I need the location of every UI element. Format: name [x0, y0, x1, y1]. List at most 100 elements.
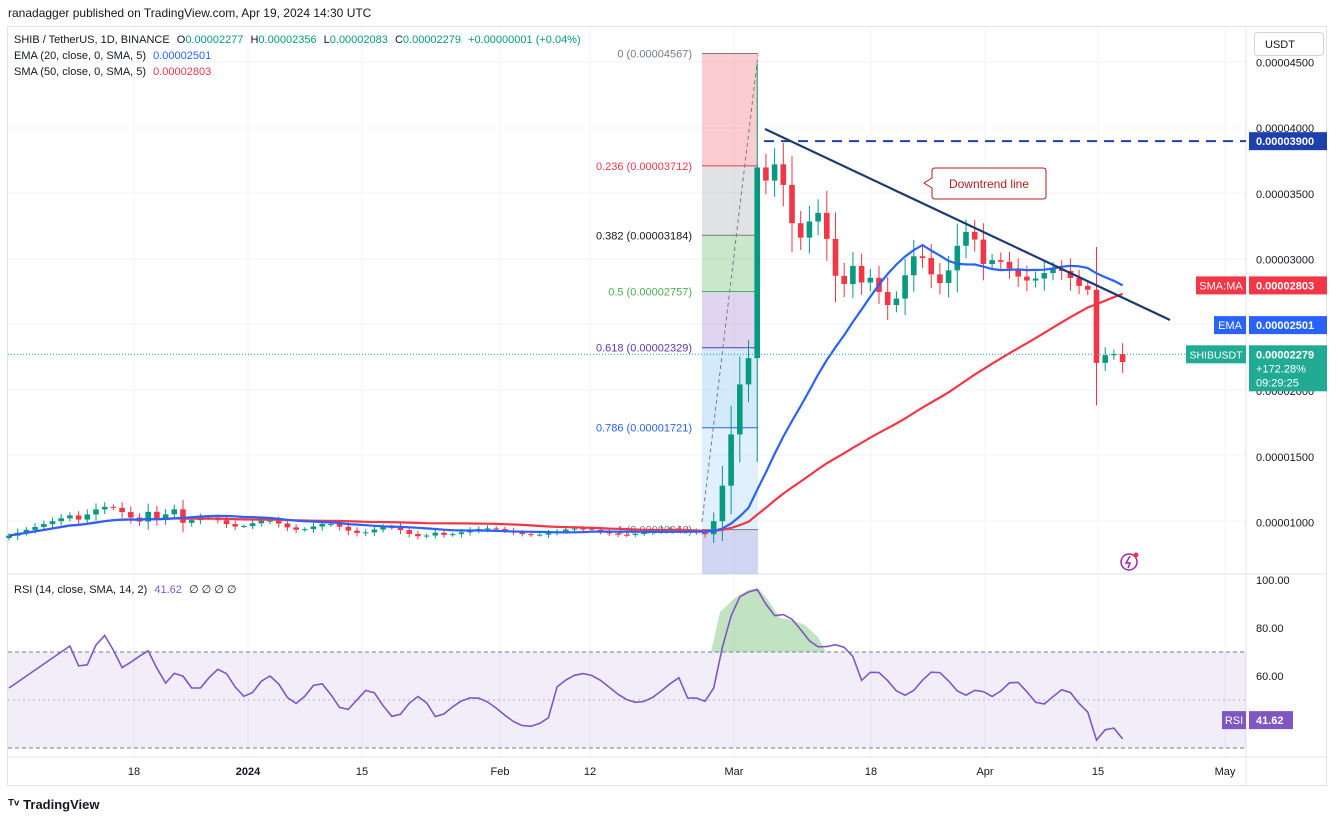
candle-body — [963, 231, 969, 246]
candle-body — [119, 507, 125, 513]
candle-body — [423, 535, 430, 537]
candle-body — [702, 532, 708, 535]
time-tick-2: 15 — [356, 766, 368, 778]
time-tick-8: 15 — [1092, 766, 1104, 778]
candle-body — [1085, 285, 1091, 290]
candle-body — [1050, 269, 1056, 274]
candle-body — [893, 298, 900, 306]
fib-zone-2 — [702, 235, 758, 292]
candle-body — [623, 534, 630, 536]
candle-body — [850, 265, 856, 285]
candle-body — [1006, 261, 1013, 269]
candle-body — [824, 212, 830, 239]
candle-body — [171, 509, 178, 515]
fib-label-0: 0 (0.00004567) — [617, 48, 692, 60]
candle-body — [589, 528, 595, 530]
last-tag-bg — [1249, 345, 1327, 392]
legend-close: 0.00002279 — [402, 34, 462, 46]
fib-label-4: 0.618 (0.00002329) — [596, 343, 692, 355]
candle-body — [867, 277, 874, 283]
resistance-tag-bg — [1249, 132, 1327, 151]
candle-body — [101, 506, 108, 510]
legend-symbol[interactable]: SHIB / TetherUS, 1D, BINANCE — [14, 34, 170, 46]
resistance-tag: 0.00003900 — [1256, 136, 1314, 148]
candle-body — [728, 434, 734, 486]
legend-ema[interactable]: EMA (20, close, 0, SMA, 5) 0.00002501 — [14, 50, 215, 62]
candle-body — [745, 358, 752, 385]
time-tick-3: Feb — [491, 766, 510, 778]
ema-name-tag: EMA — [1218, 320, 1243, 332]
candle-body — [719, 485, 726, 522]
candle-body — [754, 167, 760, 359]
candle-body — [1111, 354, 1117, 356]
candle-body — [380, 527, 386, 530]
candle-body — [797, 223, 804, 238]
candle-body — [154, 511, 160, 520]
candle-body — [249, 523, 256, 527]
fib-label-1: 0.236 (0.00003712) — [596, 161, 692, 173]
candle-body — [258, 520, 265, 524]
candle-body — [284, 523, 291, 528]
candle-body — [415, 533, 421, 537]
callout-box — [923, 167, 1047, 200]
rsi-value: 41.62 — [154, 584, 182, 596]
price-tick-1: 0.00004000 — [1256, 123, 1314, 135]
tradingview-logo[interactable]: ᵀᵛ TradingView — [8, 796, 100, 812]
legend-low: 0.00002083 — [329, 34, 388, 46]
downtrend-callout — [923, 167, 1047, 200]
candle-body — [536, 534, 543, 536]
candle-body — [432, 532, 439, 536]
candle-body — [397, 527, 404, 531]
legend-ohlc: SHIB / TetherUS, 1D, BINANCE O0.00002277… — [14, 34, 585, 46]
candle-body — [241, 526, 247, 528]
candle-body — [615, 533, 621, 535]
currency-button[interactable]: USDT — [1254, 32, 1324, 56]
ema-tag: 0.00002501 — [1256, 320, 1314, 332]
callout-text: Downtrend line — [949, 177, 1029, 191]
time-tick-4: 12 — [584, 766, 596, 778]
candle-body — [945, 270, 952, 284]
candle-body — [632, 534, 639, 536]
rsi-tag: 41.62 — [1256, 715, 1284, 727]
chart-frame — [7, 26, 1327, 786]
sma50-line — [8, 292, 1124, 537]
rsi-name-tag: RSI — [1225, 715, 1243, 727]
candle-body — [484, 528, 491, 530]
candle-body — [293, 527, 299, 530]
candle-body — [58, 518, 64, 522]
price-tick-2: 0.00003500 — [1256, 189, 1314, 201]
candle-body — [406, 530, 412, 534]
candle-body — [336, 523, 343, 527]
candle-body — [41, 524, 47, 527]
legend-high-label: H — [250, 34, 259, 46]
candle-body — [571, 528, 578, 530]
legend-sma[interactable]: SMA (50, close, 0, SMA, 5) 0.00002803 — [14, 66, 215, 78]
candle-body — [493, 528, 499, 530]
rsi-overbought-fill — [711, 588, 826, 652]
rsi-tag-bg — [1249, 711, 1293, 730]
candle-body — [93, 509, 99, 515]
rsi-legend[interactable]: RSI (14, close, SMA, 14, 2) 41.62 ∅ ∅ ∅ … — [14, 583, 240, 596]
flash-icon-dot — [1133, 552, 1139, 558]
candle-body — [1093, 289, 1100, 363]
candle-body — [1076, 278, 1082, 286]
candle-body — [789, 184, 795, 224]
candle-body — [641, 532, 647, 535]
candle-body — [319, 523, 325, 527]
legend-change: +0.00000001 (+0.04%) — [468, 34, 581, 46]
candle-body — [806, 221, 813, 238]
candle-body — [1058, 269, 1065, 272]
candle-body — [858, 265, 865, 283]
candle-body — [67, 515, 73, 519]
candle-body — [737, 384, 743, 435]
sma-tag: 0.00002803 — [1256, 280, 1314, 292]
candle-body — [345, 526, 352, 531]
candles — [6, 63, 1126, 543]
candle-body — [1067, 271, 1074, 279]
candle-body — [441, 532, 447, 535]
candle-body — [954, 245, 961, 271]
last-change-tag: +172.28% — [1256, 363, 1306, 375]
legend-high: 0.00002356 — [258, 34, 317, 46]
candle-body — [710, 521, 717, 535]
